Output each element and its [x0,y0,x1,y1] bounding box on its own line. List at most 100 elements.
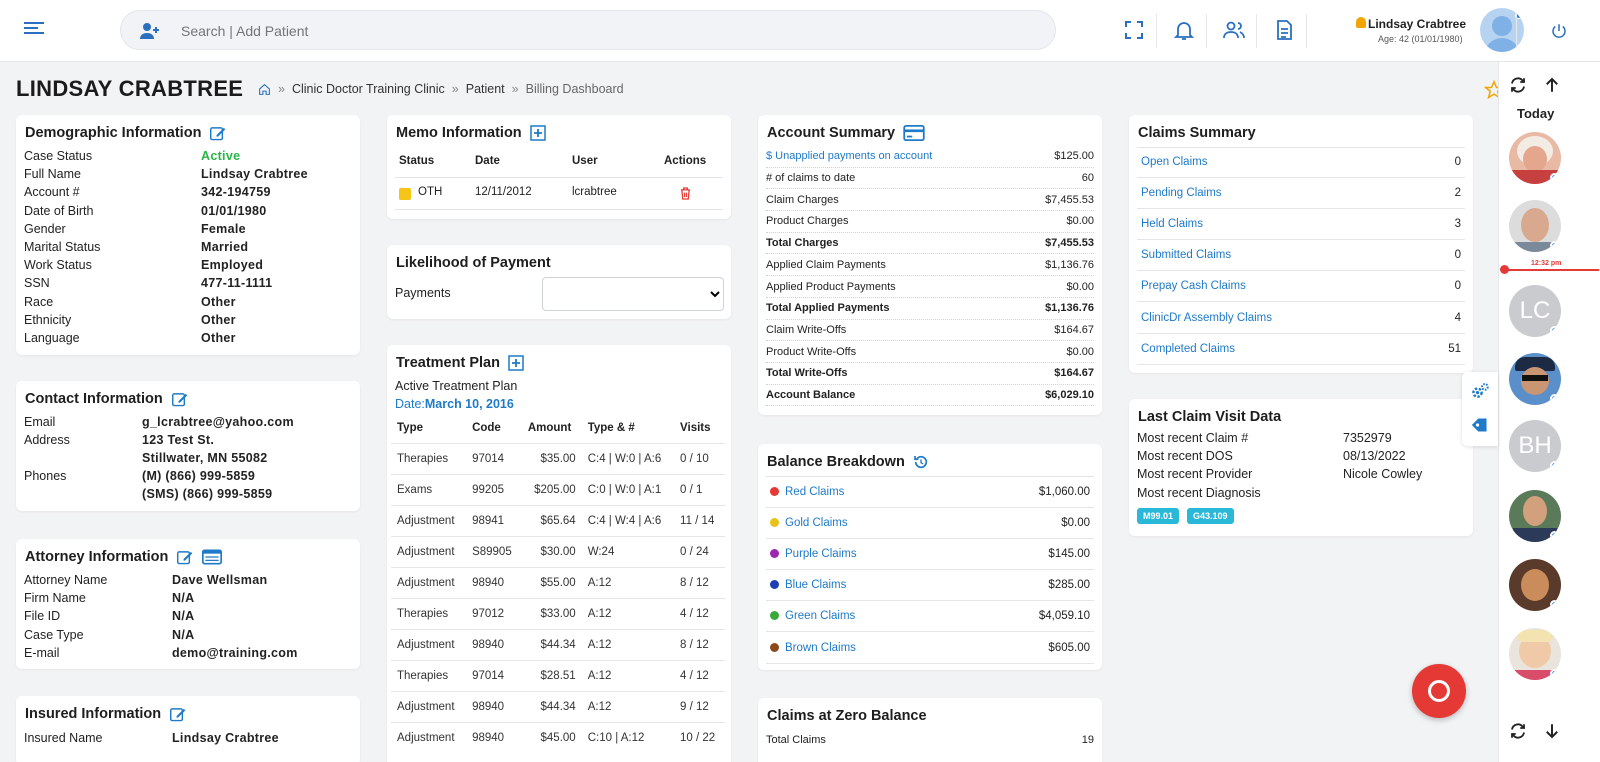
balance-row[interactable]: Red Claims $1,060.00 [766,477,1094,508]
demographic-label: Gender [24,221,66,236]
table-row[interactable]: Adjustment 98940 $44.34 A:12 9 / 12 [391,690,725,722]
diagnosis-code-badge[interactable]: M99.01 [1137,508,1180,524]
account-row-value: $125.00 [1054,150,1094,163]
delete-icon[interactable] [680,187,691,200]
account-row-value: $1,136.76 [1045,302,1094,315]
id-card-icon[interactable] [202,549,223,565]
refresh-icon[interactable] [1509,722,1527,740]
table-row[interactable]: Adjustment S89905 $30.00 W:24 0 / 24 [391,535,725,567]
edit-icon[interactable] [176,549,194,565]
menu-icon[interactable] [24,22,44,38]
treatment-column-header: Code [472,421,501,434]
add-treatment-icon[interactable] [508,355,524,371]
claims-row-label[interactable]: Open Claims [1141,156,1208,168]
credit-card-icon [903,125,925,141]
claims-row-label[interactable]: ClinicDr Assembly Claims [1141,311,1272,324]
table-cell: A:12 [581,597,675,629]
arrow-up-icon[interactable] [1543,76,1561,94]
table-row[interactable]: Adjustment 98940 $55.00 A:12 8 / 12 [391,566,725,598]
tag-pointer-icon[interactable] [1470,416,1490,434]
patient-avatar[interactable] [1509,132,1561,184]
table-row[interactable]: Therapies 97014 $28.51 A:12 4 / 12 [391,659,725,691]
document-icon[interactable] [1272,18,1296,42]
search-input[interactable] [181,19,1021,43]
patient-avatar[interactable] [1509,490,1561,542]
balance-row-value: $285.00 [1048,579,1090,592]
contact-title: Contact Information [25,391,163,407]
patient-avatar[interactable] [1509,628,1561,680]
attorney-label: E-mail [24,645,60,660]
likelihood-title: Likelihood of Payment [396,255,551,271]
claims-row[interactable]: Pending Claims 2 [1137,178,1465,210]
claims-row-label[interactable]: Completed Claims [1141,342,1235,355]
table-row[interactable]: Exams 99205 $205.00 C:0 | W:0 | A:1 0 / 1 [391,473,725,505]
balance-row[interactable]: Gold Claims $0.00 [766,508,1094,540]
history-icon[interactable] [913,454,929,470]
color-dot-icon [770,518,779,528]
claims-row[interactable]: Open Claims 0 [1137,147,1465,178]
balance-row-label-group[interactable]: Purple Claims [770,548,857,560]
refresh-icon[interactable] [1509,76,1527,94]
account-row-label[interactable]: $ Unapplied payments on account [766,150,933,163]
breadcrumb-patient[interactable]: Patient [465,82,505,96]
table-row[interactable]: Therapies 97012 $33.00 A:12 4 / 12 [391,597,725,629]
edit-icon[interactable] [169,706,187,722]
users-icon[interactable] [1222,18,1246,42]
edit-icon[interactable] [209,125,227,141]
table-cell: 0 / 24 [674,535,725,567]
table-row[interactable]: Adjustment 98940 $45.00 C:10 | A:12 10 / 22 [391,721,725,753]
edit-icon[interactable] [171,391,189,407]
balance-row-label-group[interactable]: Red Claims [770,486,844,498]
add-memo-icon[interactable] [529,125,546,141]
home-icon[interactable] [258,83,271,96]
claims-row[interactable]: ClinicDr Assembly Claims 4 [1137,303,1465,334]
bell-icon[interactable] [1172,18,1196,42]
claims-row-label[interactable]: Held Claims [1141,218,1203,231]
balance-row-value: $145.00 [1048,548,1090,561]
top-bar: Lindsay Crabtree Age: 42 (01/01/1980) [0,0,1600,62]
fullscreen-icon[interactable] [1122,18,1146,42]
color-dot-icon [770,487,779,496]
diagnosis-code-badge[interactable]: G43.109 [1187,508,1234,524]
claims-row-label[interactable]: Submitted Claims [1141,249,1232,262]
balance-row-label-group[interactable]: Green Claims [770,610,855,622]
account-row-value: $0.00 [1066,280,1094,293]
patient-avatar[interactable] [1509,353,1561,405]
balance-row-label-group[interactable]: Blue Claims [770,579,846,591]
memo-header-status: Status [399,155,435,167]
balance-row[interactable]: Purple Claims $145.00 [766,539,1094,571]
arrow-down-icon[interactable] [1543,722,1561,740]
claims-row-label[interactable]: Pending Claims [1141,187,1222,200]
patient-avatar[interactable] [1509,200,1561,252]
attorney-card: Attorney Information Attorney Name Dave W… [16,539,360,669]
balance-row-label-group[interactable]: Brown Claims [770,642,856,654]
breadcrumb-clinic[interactable]: Clinic Doctor Training Clinic [291,82,445,96]
attorney-value: N/A [172,609,195,624]
patient-avatar[interactable]: LC [1509,285,1561,337]
claims-row[interactable]: Held Claims 3 [1137,209,1465,241]
account-row-value: $164.67 [1054,367,1094,380]
balance-row-label-group[interactable]: Gold Claims [770,517,848,529]
balance-row[interactable]: Brown Claims $605.00 [766,633,1094,664]
claims-row-label[interactable]: Prepay Cash Claims [1141,280,1246,293]
user-avatar[interactable] [1480,8,1524,52]
user-name[interactable]: Lindsay Crabtree [1368,17,1467,31]
table-row[interactable]: Therapies 97014 $35.00 C:4 | W:0 | A:6 0 / 1… [391,442,725,474]
claims-row[interactable]: Submitted Claims 0 [1137,240,1465,272]
patient-avatar[interactable]: BH [1509,420,1561,472]
account-row: Account Balance $6,029.10 [766,385,1094,407]
balance-row[interactable]: Green Claims $4,059.10 [766,601,1094,633]
balance-row[interactable]: Blue Claims $285.00 [766,570,1094,602]
patient-avatar[interactable] [1509,559,1561,611]
table-cell: Adjustment [391,504,467,536]
payments-select[interactable] [542,277,724,311]
settings-gears-icon[interactable] [1470,382,1490,400]
add-patient-icon[interactable] [139,22,159,40]
table-row[interactable]: Adjustment 98940 $44.34 A:12 8 / 12 [391,628,725,660]
power-icon[interactable] [1550,22,1568,40]
table-row[interactable]: Adjustment 98941 $65.64 C:4 | W:4 | A:6 11 /… [391,504,725,536]
claims-row[interactable]: Completed Claims 51 [1137,334,1465,365]
claims-row[interactable]: Prepay Cash Claims 0 [1137,271,1465,303]
account-row[interactable]: $ Unapplied payments on account $125.00 [766,146,1094,168]
support-chat-button[interactable] [1412,664,1466,718]
